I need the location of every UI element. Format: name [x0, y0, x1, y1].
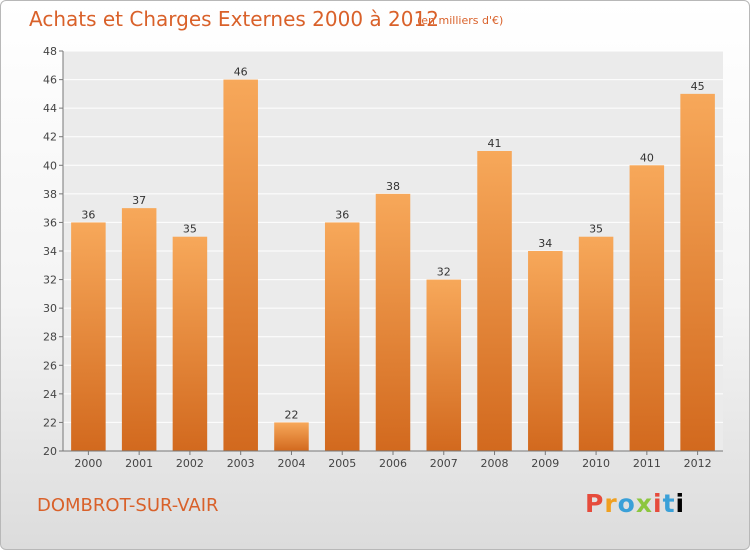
x-tick-label: 2002	[176, 457, 204, 470]
bar[interactable]	[172, 236, 208, 451]
y-tick-label: 38	[43, 188, 57, 201]
bar-value-label: 38	[386, 180, 400, 193]
bar-value-label: 35	[589, 223, 603, 236]
bar[interactable]	[324, 222, 360, 451]
x-tick-label: 2001	[125, 457, 153, 470]
y-tick-label: 42	[43, 131, 57, 144]
bar-value-label: 46	[234, 66, 248, 79]
bar-value-label: 41	[488, 137, 502, 150]
bar-value-label: 35	[183, 223, 197, 236]
commune-name: DOMBROT-SUR-VAIR	[37, 495, 219, 516]
bar[interactable]	[426, 279, 462, 451]
bar[interactable]	[680, 93, 715, 451]
y-tick-label: 24	[43, 388, 57, 401]
chart-unit-note: (en milliers d'€)	[417, 14, 504, 27]
x-tick-label: 2006	[379, 457, 407, 470]
y-tick-label: 34	[43, 245, 57, 258]
bar[interactable]	[477, 151, 512, 451]
y-tick-label: 28	[43, 331, 57, 344]
y-tick-label: 48	[43, 45, 57, 58]
bar-value-label: 22	[284, 408, 298, 421]
x-tick-label: 2011	[633, 457, 661, 470]
proxiti-logo: Proxiti	[585, 489, 686, 518]
x-tick-label: 2000	[74, 457, 102, 470]
bar-value-label: 36	[335, 208, 349, 221]
bar-value-label: 32	[437, 266, 451, 279]
bar-value-label: 40	[640, 151, 654, 164]
x-tick-label: 2010	[582, 457, 610, 470]
y-tick-label: 44	[43, 102, 57, 115]
y-tick-label: 20	[43, 445, 57, 458]
x-tick-label: 2008	[481, 457, 509, 470]
x-tick-label: 2009	[531, 457, 559, 470]
y-tick-label: 46	[43, 74, 57, 87]
bar-value-label: 34	[538, 237, 552, 250]
bar[interactable]	[629, 165, 665, 452]
y-tick-label: 36	[43, 216, 57, 229]
chart-title: Achats et Charges Externes 2000 à 2012	[29, 7, 439, 31]
y-tick-label: 26	[43, 359, 57, 372]
y-tick-label: 40	[43, 159, 57, 172]
x-tick-label: 2007	[430, 457, 458, 470]
y-tick-label: 22	[43, 416, 57, 429]
bar[interactable]	[528, 251, 563, 451]
x-tick-label: 2005	[328, 457, 356, 470]
x-tick-label: 2012	[684, 457, 712, 470]
x-tick-label: 2003	[227, 457, 255, 470]
bar[interactable]	[121, 208, 157, 451]
axes: 20 22 24 26 28 30 32 34 36 38 40 42 44 46 48 2000 2001 20…	[43, 45, 723, 470]
bar[interactable]	[71, 222, 106, 451]
y-tick-label: 32	[43, 274, 57, 287]
x-tick-label: 2004	[277, 457, 305, 470]
bar[interactable]	[223, 79, 258, 452]
bars-group: 36 37 35 46 22 36 38 32 41 34 35 40 45	[71, 66, 715, 452]
bar[interactable]	[274, 422, 309, 451]
y-tick-label: 30	[43, 302, 57, 315]
bar-value-label: 45	[691, 80, 705, 93]
bar[interactable]	[375, 193, 411, 451]
bar-value-label: 36	[81, 208, 95, 221]
bar[interactable]	[578, 236, 614, 451]
bar-value-label: 37	[132, 194, 146, 207]
